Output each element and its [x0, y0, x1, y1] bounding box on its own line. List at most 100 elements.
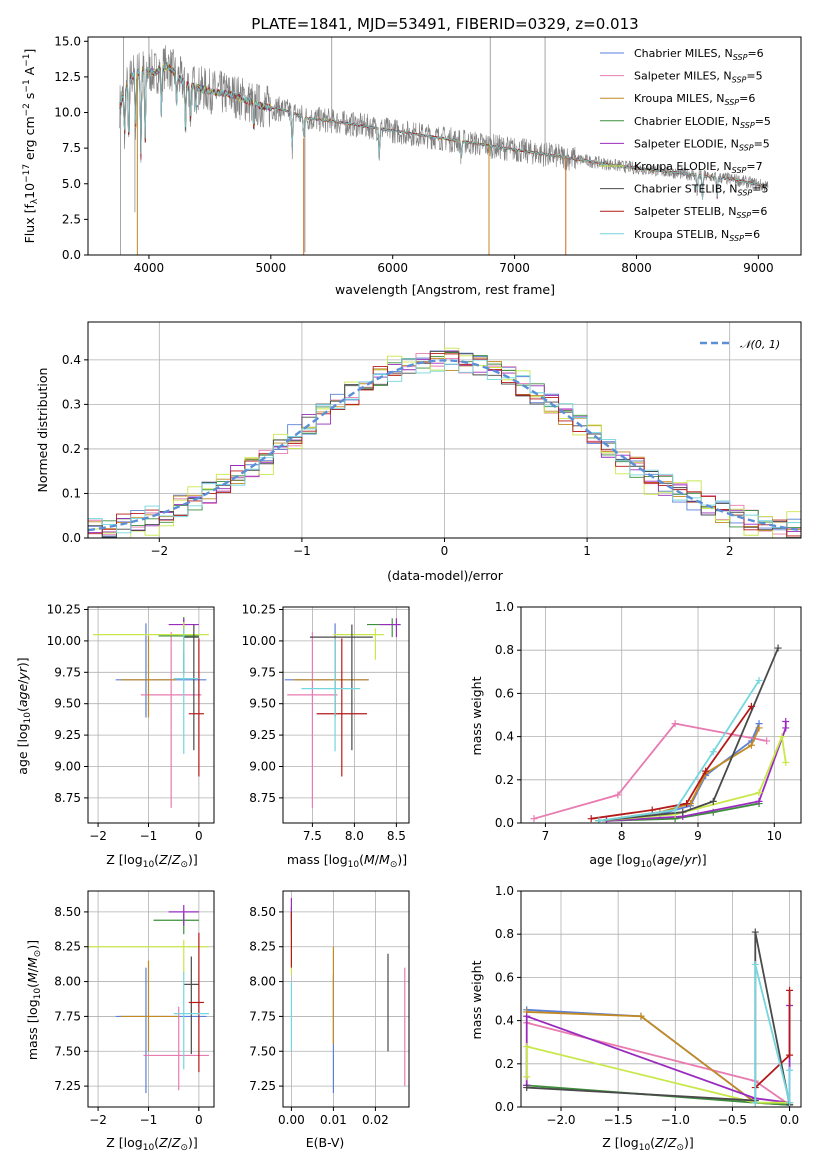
y-tick-label: 10.25	[47, 603, 81, 617]
plot-area	[88, 347, 801, 538]
x-tick-label: 9000	[743, 261, 774, 275]
massweight-marker	[523, 1043, 531, 1051]
massweight-marker	[755, 724, 763, 732]
legend-nssp: =7	[746, 160, 762, 173]
y-tick-label: 8.00	[249, 975, 276, 989]
x-tick-label: −1	[140, 1113, 158, 1127]
model-line-8	[119, 62, 768, 200]
y-tick-label: 7.5	[62, 141, 81, 155]
legend-sub: SSP	[740, 121, 755, 130]
y-tick-label: 8.25	[54, 940, 81, 954]
y-tick-label: 0.4	[62, 353, 81, 367]
x-tick-label: 8.5	[387, 829, 406, 843]
legend-label-5: Kroupa ELODIE, NSSP=7	[634, 160, 763, 175]
residual-xlabel: (data-model)/error	[387, 568, 504, 583]
massweight-marker	[755, 676, 763, 684]
mw-age-ylabel: mass weight	[469, 676, 484, 755]
y-tick-label: 0.0	[495, 1100, 514, 1114]
y-tick-label: 7.50	[249, 1044, 276, 1058]
legend-nssp: =5	[752, 183, 768, 196]
spectrum-xlabel: wavelength [Angstrom, rest frame]	[335, 282, 555, 297]
legend-sub: SSP	[729, 234, 744, 243]
massweight-marker	[587, 815, 595, 823]
mass-ylabel: mass [log10(M/M⊙)]	[25, 940, 43, 1060]
plot-area	[284, 618, 401, 808]
ebv-xlabel: E(B-V)	[306, 1135, 345, 1150]
legend-nssp: =6	[744, 228, 760, 241]
axes-frame	[282, 890, 410, 1108]
y-tick-label: 8.75	[54, 791, 81, 805]
massweight-marker	[774, 644, 782, 652]
data-spectrum-line	[119, 45, 769, 200]
massweight-marker	[679, 808, 687, 816]
x-tick-label: 9	[694, 829, 702, 843]
massweight-vs-age-panel: 7 8 9 10 0.0 0.2 0.4 0.6 0.8 1.0	[495, 600, 802, 843]
legend-label-3: Chabrier ELODIE, NSSP=5	[634, 115, 771, 130]
massweight-marker	[782, 724, 790, 732]
massweight-line-1	[533, 722, 767, 820]
y-tick-label: 9.00	[249, 759, 276, 773]
histogram-5	[88, 347, 801, 538]
y-tick-label: 0.6	[495, 686, 514, 700]
y-tick-label: 10.00	[47, 634, 81, 648]
y-tick-label: 0.0	[62, 531, 81, 545]
y-tick-label: 9.25	[249, 728, 276, 742]
model-line-4	[119, 62, 768, 200]
x-tick-label: 4000	[134, 261, 165, 275]
x-tick-label: 8	[618, 829, 626, 843]
massweight-marker	[755, 789, 763, 797]
legend-sub: SSP	[733, 53, 748, 62]
x-tick-label: 7.5	[303, 829, 322, 843]
x-tick-label: 0.01	[320, 1113, 347, 1127]
x-tick-label: 7	[542, 829, 550, 843]
x-tick-label: −1.0	[661, 1113, 690, 1127]
legend-label-8: Kroupa STELIB, NSSP=6	[634, 228, 760, 243]
age-vs-mass-panel: 7.5 8.0 8.5 8.75 9.00 9.25 9.50 9.75 10.00 10.25	[242, 603, 410, 843]
spectrum-title: PLATE=1841, MJD=53491, FIBERID=0329, z=0…	[251, 15, 638, 33]
y-tick-label: 10.00	[242, 634, 276, 648]
legend-label-4: Salpeter ELODIE, NSSP=5	[634, 137, 770, 152]
y-tick-label: 1.0	[495, 884, 514, 898]
x-tick-label: 8.0	[345, 829, 364, 843]
massweight-marker	[786, 986, 794, 994]
legend-nssp: =5	[755, 115, 771, 128]
massweight-marker	[778, 733, 786, 741]
x-tick-label: −1	[140, 829, 158, 843]
massweight-marker	[595, 817, 603, 823]
y-tick-label: 8.50	[249, 905, 276, 919]
age-Z-xlabel: Z [log10(Z/Z⊙)]	[106, 852, 198, 870]
legend-sub: SSP	[738, 189, 753, 198]
y-tick-label: 2.5	[62, 212, 81, 226]
plot-area	[93, 617, 209, 808]
massweight-marker	[671, 806, 679, 814]
plot-area	[523, 928, 794, 1107]
y-tick-label: 15.0	[54, 34, 81, 48]
x-tick-label: −2	[89, 1113, 107, 1127]
axes-frame	[520, 606, 802, 824]
massweight-marker	[755, 797, 763, 805]
gaussian-legend-label: 𝒩(0, 1)	[740, 338, 780, 351]
axes-frame	[87, 36, 802, 256]
y-tick-label: 7.75	[54, 1009, 81, 1023]
y-tick-label: 7.25	[249, 1079, 276, 1093]
massweight-marker	[709, 797, 717, 805]
y-tick-label: 8.75	[249, 791, 276, 805]
y-tick-label: 8.50	[54, 905, 81, 919]
y-tick-label: 9.50	[54, 697, 81, 711]
massweight-line-2	[526, 1011, 790, 1106]
plot-area	[88, 904, 209, 1094]
legend-nssp: =6	[751, 205, 767, 218]
y-tick-label: 7.50	[54, 1044, 81, 1058]
age-ylabel: age [log10(age/yr)]	[15, 657, 33, 774]
legend-label-2: Kroupa MILES, NSSP=6	[634, 92, 755, 107]
legend-sub: SSP	[724, 98, 739, 107]
massweight-marker	[683, 800, 691, 808]
massweight-marker	[751, 1099, 759, 1107]
mw-age-xlabel: age [log10(age/yr)]	[589, 852, 706, 870]
mw-Z-xlabel: Z [log10(Z/Z⊙)]	[602, 1135, 694, 1153]
x-tick-label: 7000	[499, 261, 530, 275]
x-tick-label: 2	[726, 544, 734, 558]
residual-panel: −2 −1 0 1 2 0.0 0.1 0.2 0.3 0.4 𝒩(0, 1)	[62, 321, 802, 558]
x-tick-label: 1	[583, 544, 591, 558]
